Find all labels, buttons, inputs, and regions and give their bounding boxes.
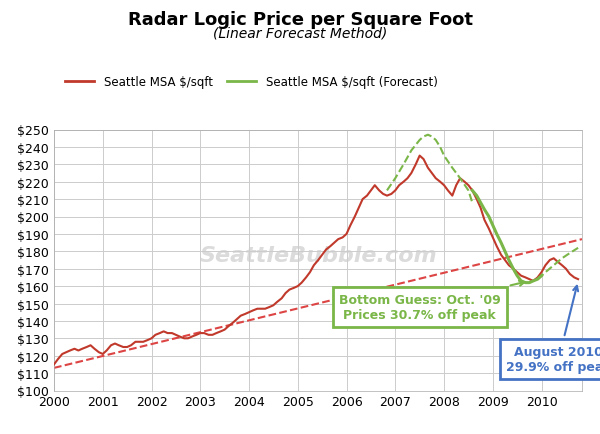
- Text: August 2010
29.9% off peak: August 2010 29.9% off peak: [506, 286, 600, 373]
- Legend: Seattle MSA $/sqft, Seattle MSA $/sqft (Forecast): Seattle MSA $/sqft, Seattle MSA $/sqft (…: [60, 71, 442, 93]
- Text: SeattleBubble.com: SeattleBubble.com: [199, 245, 437, 265]
- Text: Radar Logic Price per Square Foot: Radar Logic Price per Square Foot: [128, 11, 473, 29]
- Text: Bottom Guess: Oct. '09
Prices 30.7% off peak: Bottom Guess: Oct. '09 Prices 30.7% off …: [339, 281, 524, 321]
- Text: (Linear Forecast Method): (Linear Forecast Method): [213, 26, 387, 40]
